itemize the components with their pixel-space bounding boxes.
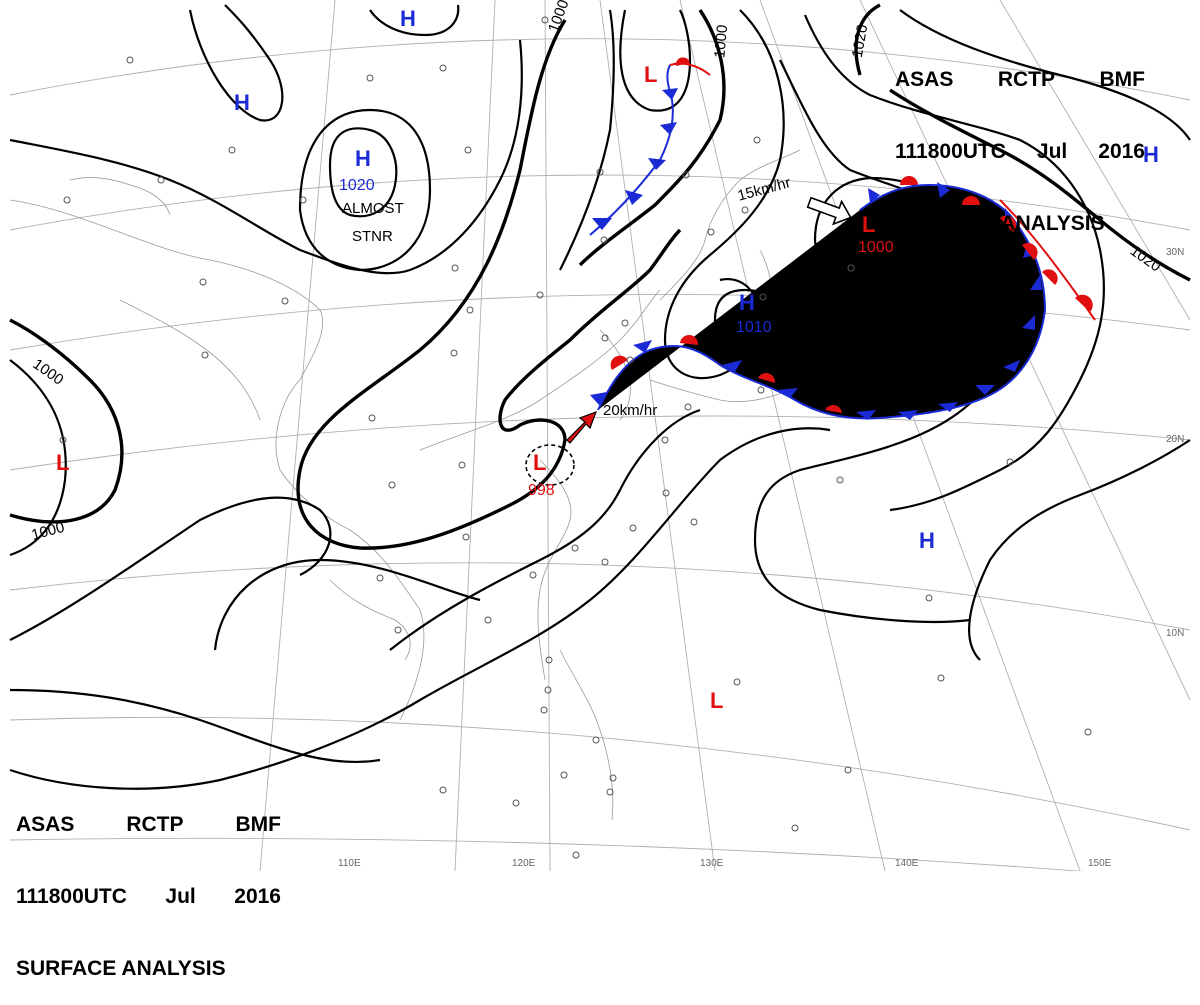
header-time: 111800UTC: [16, 885, 127, 908]
lon-label: 110E: [338, 858, 361, 869]
motion-speed-label: 20km/hr: [603, 402, 657, 419]
almost-stationary-label: ALMOST: [757, 339, 819, 356]
graticule-labels: 30N 20N 10N 110E 120E 130E 140E 150E: [338, 247, 1184, 869]
header-month: Jul: [1036, 140, 1068, 163]
high-center-symbol: H: [739, 290, 755, 315]
warm-front-east: [962, 196, 1096, 321]
header-year: 2016: [1098, 140, 1145, 163]
isobar-1020-e: [889, 88, 1191, 282]
header-station: RCTP: [997, 68, 1056, 91]
low-center-symbol: L: [533, 450, 546, 475]
header-line-3: SURFACE ANALYSIS: [895, 212, 1105, 235]
header-line-3: SURFACE ANALYSIS: [16, 957, 226, 980]
almost-stationary-label: STNR: [352, 228, 393, 245]
coastlines: [9, 149, 801, 821]
header-top-right: ASAS RCTP BMF 111800UTC Jul 2016 SURFACE…: [895, 20, 1145, 260]
header-source: BMF: [1099, 68, 1146, 91]
header-year: 2016: [234, 885, 281, 908]
isobar-label: 1000: [711, 24, 731, 59]
header-line-1: ASAS RCTP BMF: [895, 68, 1145, 92]
isobar-label: 1000: [545, 0, 572, 35]
lat-label: 20N: [1166, 434, 1184, 445]
header-bottom-left: ASAS RCTP BMF 111800UTC Jul 2016 SURFACE…: [16, 765, 281, 1005]
pressure-centers: H H H 1020 H H 1010 H L L 1000 L 998 L L: [56, 6, 1159, 713]
low-center-symbol: L: [56, 450, 69, 475]
header-line-2: 111800UTC Jul 2016: [16, 885, 281, 909]
header-line-2: 111800UTC Jul 2016: [895, 140, 1145, 164]
low-center-symbol: L: [710, 688, 723, 713]
almost-stationary-label: STNR: [773, 361, 814, 378]
stationary-front: [590, 176, 1045, 420]
low-center-symbol: L: [862, 212, 875, 237]
high-center-symbol: H: [355, 146, 371, 171]
lon-label: 140E: [895, 858, 919, 869]
station-markers: [59, 16, 1092, 859]
lat-label: 10N: [1166, 628, 1184, 639]
isobar-1000-central: [296, 19, 682, 550]
almost-stationary-label: ALMOST: [342, 200, 404, 217]
high-center-symbol: H: [234, 90, 250, 115]
high-center-symbol: H: [1143, 142, 1159, 167]
cold-front-north: [589, 64, 678, 236]
lon-label: 150E: [1088, 858, 1112, 869]
header-product: ASAS: [16, 813, 75, 836]
header-line-1: ASAS RCTP BMF: [16, 813, 281, 837]
header-source: BMF: [235, 813, 282, 836]
stationary-front-line: [597, 183, 1047, 420]
warm-front-north: [669, 57, 711, 76]
isobar-1000-north: [578, 9, 726, 267]
low-center-value: 1000: [858, 239, 894, 256]
low-center-symbol: L: [644, 62, 657, 87]
lon-label: 120E: [512, 858, 536, 869]
weather-map: 1000 1000 1000 1000 1020 1020 H H H 1020…: [9, 0, 1191, 871]
lon-label: 130E: [700, 858, 724, 869]
isobar-1020-ne: [854, 3, 881, 76]
high-center-value: 1010: [736, 319, 772, 336]
lat-label: 30N: [1166, 247, 1184, 258]
header-month: Jul: [165, 885, 196, 908]
isobar-label: 1020: [849, 23, 872, 59]
isobar-label: 1000: [30, 519, 67, 544]
high-center-symbol: H: [919, 528, 935, 553]
motion-speed-label: 15km/hr: [736, 174, 793, 204]
isobar-1000-west: [9, 318, 124, 524]
high-center-symbol: H: [400, 6, 416, 31]
header-time: 111800UTC: [895, 140, 1006, 163]
low-center-value: 998: [528, 482, 555, 499]
tropical-storm-circle: [525, 444, 575, 486]
motion-arrow-1: [806, 196, 852, 226]
motion-arrow-2: [566, 410, 598, 444]
header-product: ASAS: [895, 68, 954, 91]
high-center-value: 1020: [339, 177, 375, 194]
header-station: RCTP: [126, 813, 184, 836]
